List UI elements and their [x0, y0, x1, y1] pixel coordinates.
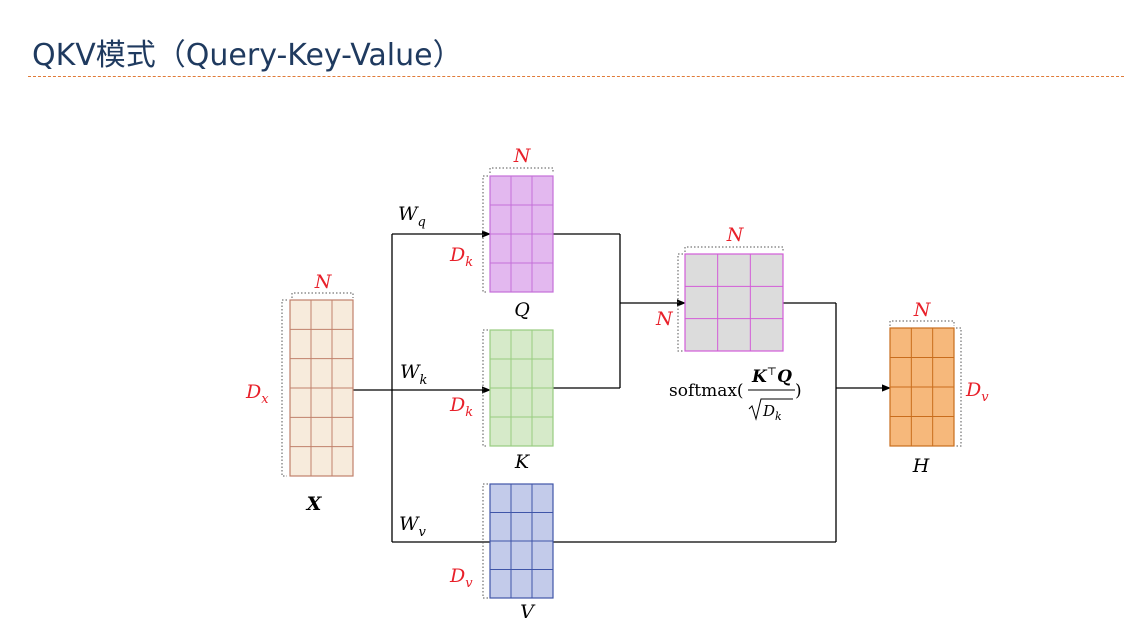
matrix-v	[489, 483, 554, 599]
wq-label: Wq	[398, 203, 426, 230]
sqrt-sign	[748, 398, 793, 421]
q-cols-label: N	[513, 145, 532, 167]
softmax-denominator: Dk	[762, 402, 782, 423]
dimension-brackets	[281, 167, 962, 599]
x-cols-label: N	[314, 271, 333, 293]
h-rows-label: Dv	[965, 379, 989, 405]
wk-label: Wk	[400, 361, 428, 388]
k-rows-label: Dk	[449, 394, 473, 420]
att-rows-label: N	[655, 308, 674, 330]
att-cols-label: N	[726, 224, 745, 246]
k-name-label: K	[514, 451, 531, 473]
softmax-close: )	[795, 381, 802, 401]
h-cols-label: N	[913, 299, 932, 321]
slide-title: QKV模式（Query-Key-Value）	[32, 38, 463, 73]
softmax-numerator: K⊤Q	[751, 365, 792, 387]
softmax-formula: softmax( K⊤Q Dk )	[669, 365, 802, 423]
matrix-q	[489, 175, 554, 293]
v-rows-label: Dv	[449, 565, 473, 591]
v-name-label: V	[520, 601, 536, 623]
matrix-attention	[684, 253, 784, 352]
h-name-label: H	[912, 455, 930, 477]
matrix-k	[489, 329, 554, 447]
x-name-label: X	[306, 493, 323, 515]
q-rows-label: Dk	[449, 244, 473, 270]
title-divider	[28, 76, 1124, 77]
softmax-text: softmax(	[669, 381, 744, 401]
x-rows-label: Dx	[245, 381, 269, 407]
connection-lines	[353, 230, 891, 543]
matrix-h	[889, 327, 955, 447]
matrix-body	[684, 253, 784, 352]
q-name-label: Q	[514, 299, 530, 321]
matrix-x	[289, 299, 354, 477]
wv-label: Wv	[399, 513, 427, 540]
